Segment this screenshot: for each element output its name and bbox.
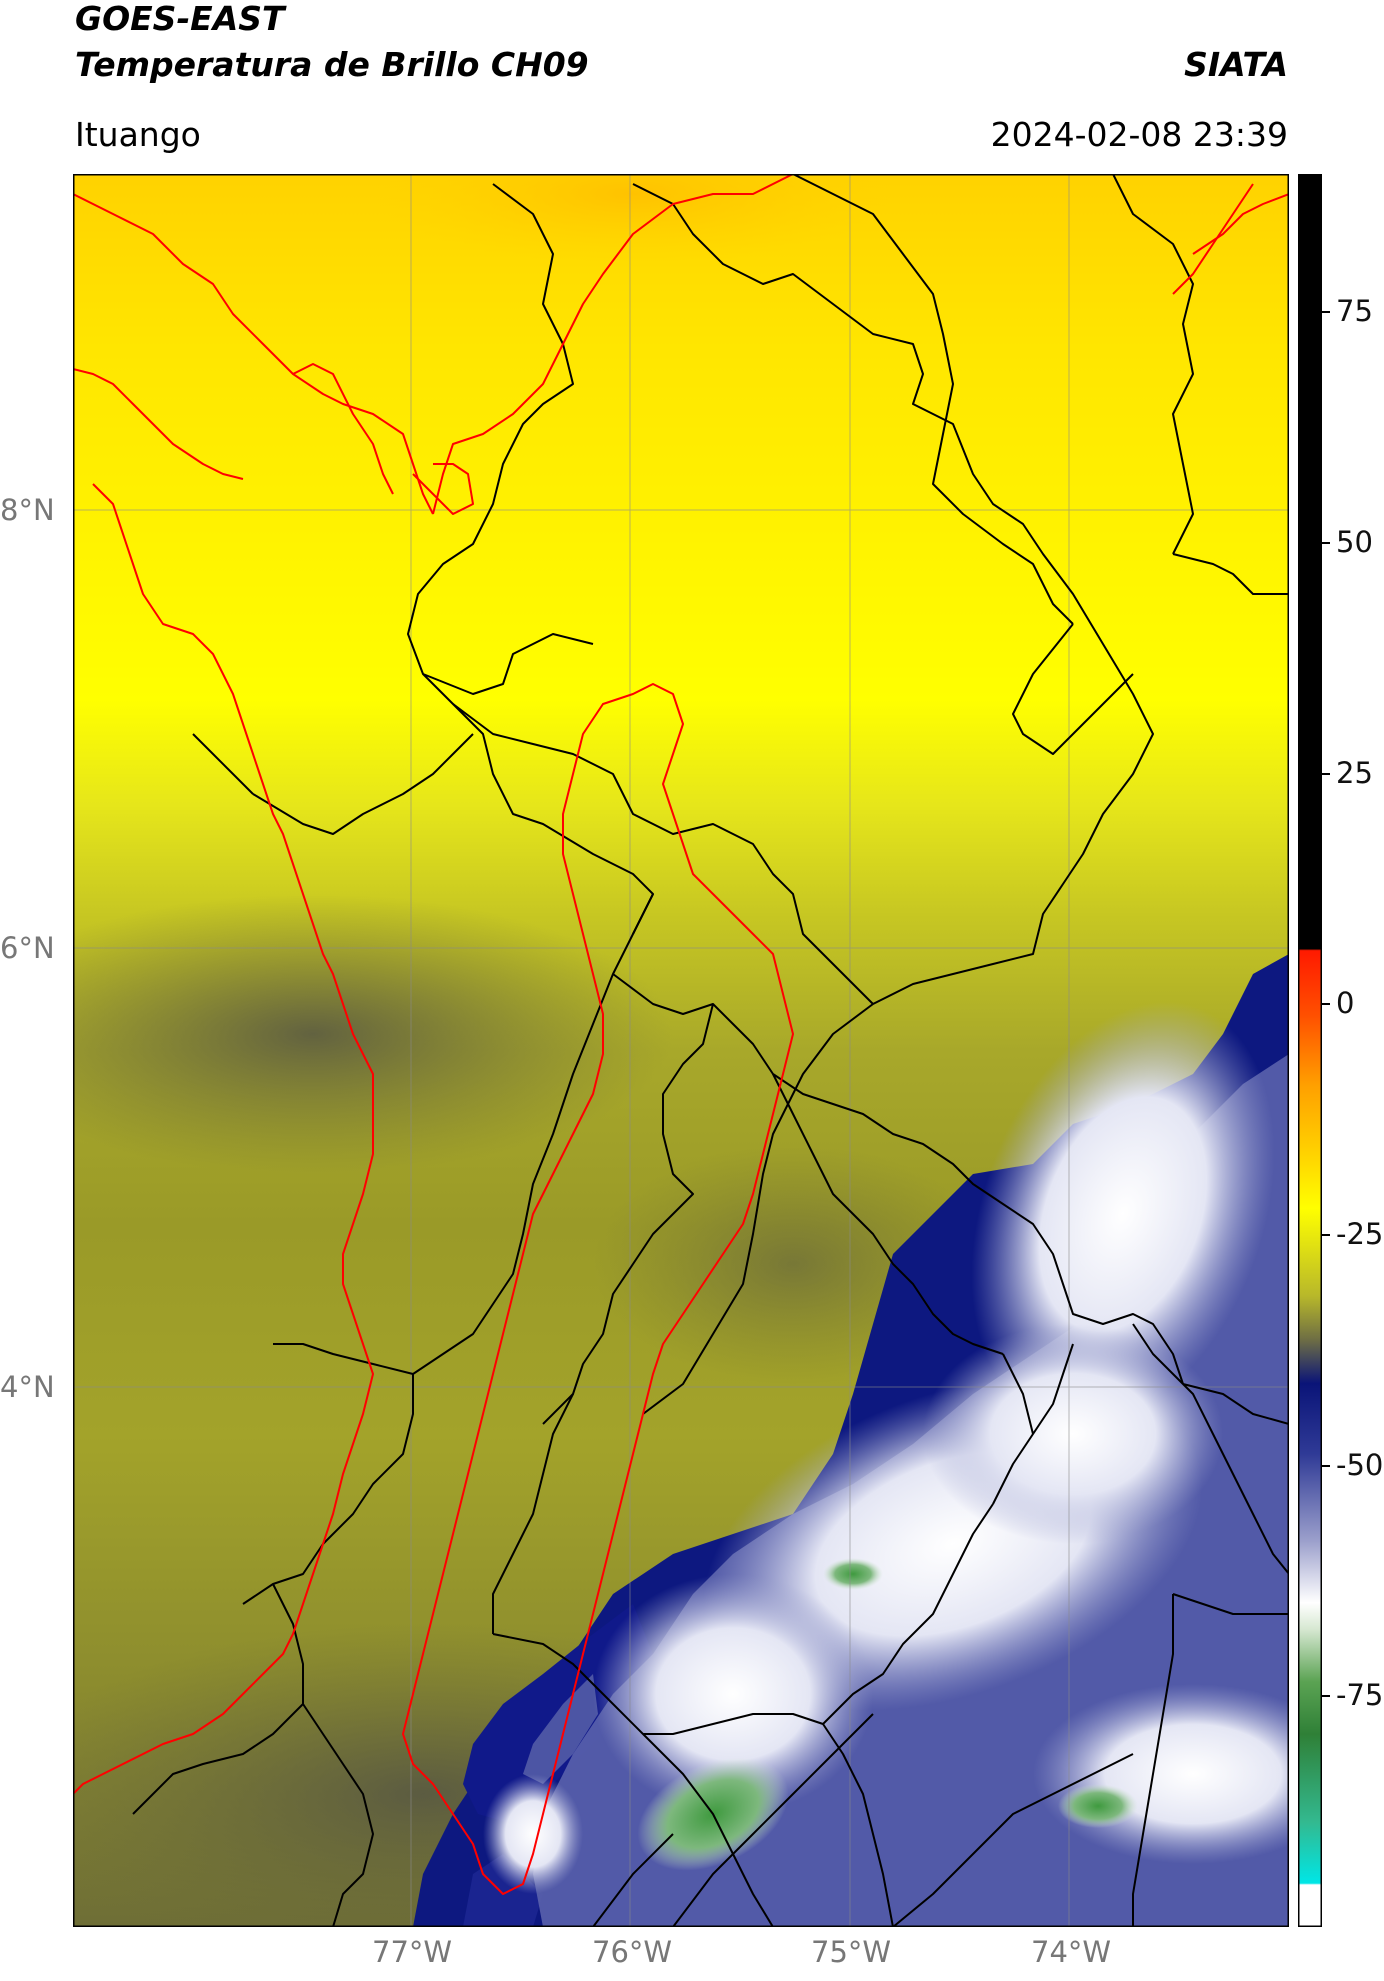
colorbar-tick-mark: [1322, 772, 1330, 775]
coldest-core-3: [1058, 1784, 1138, 1828]
colorbar-tick-mark: [1322, 1234, 1330, 1237]
colorbar-tick-mark: [1322, 1695, 1330, 1698]
organization-label: SIATA: [1184, 45, 1288, 84]
cloud-core-6: [923, 1324, 1223, 1544]
colorbar-tick-mark: [1322, 1003, 1330, 1006]
cool-band-west: [73, 894, 673, 1174]
lon-tick-77w: 77°W: [372, 1935, 453, 1969]
colorbar-tick-label: 0: [1336, 986, 1355, 1021]
colorbar-tick-label: 50: [1336, 525, 1373, 560]
colorbar-tick-label: 25: [1336, 755, 1373, 790]
lat-tick-6n: 6°N: [0, 931, 55, 965]
lat-tick-4n: 4°N: [0, 1370, 55, 1404]
coastline-and-basin: [73, 174, 1289, 1895]
warm-patch-north: [373, 174, 893, 264]
colorbar-tick-mark: [1322, 311, 1330, 314]
datetime-label: 2024-02-08 23:39: [990, 115, 1288, 154]
colorbar-tick-label: -50: [1336, 1447, 1384, 1482]
colorbar-tick-mark: [1322, 1464, 1330, 1467]
lon-tick-76w: 76°W: [592, 1935, 673, 1969]
product-title: Temperatura de Brillo CH09: [75, 45, 589, 84]
brightness-temperature-map[interactable]: [73, 174, 1289, 1927]
colorbar-tick-mark: [1322, 542, 1330, 545]
cloud-core-1: [971, 1001, 1275, 1427]
cloud-core-5: [483, 1774, 583, 1894]
coldest-core-2: [823, 1558, 883, 1590]
satellite-title: GOES-EAST: [75, 0, 285, 38]
map-frame: [73, 174, 1289, 1927]
colorbar-tick-label: -75: [1336, 1678, 1384, 1713]
colorbar-tick-label: 75: [1336, 294, 1373, 329]
lat-tick-8n: 8°N: [0, 493, 55, 527]
temperature-colorbar: [1298, 174, 1322, 1927]
lon-tick-75w: 75°W: [811, 1935, 892, 1969]
department-boundaries: [132, 174, 1289, 1927]
colorbar-tick-label: -25: [1336, 1217, 1384, 1252]
graticule: [73, 174, 1289, 1927]
cloud-midtone-west: [523, 1674, 598, 1784]
location-label: Ituango: [75, 115, 201, 154]
lon-tick-74w: 74°W: [1031, 1935, 1112, 1969]
